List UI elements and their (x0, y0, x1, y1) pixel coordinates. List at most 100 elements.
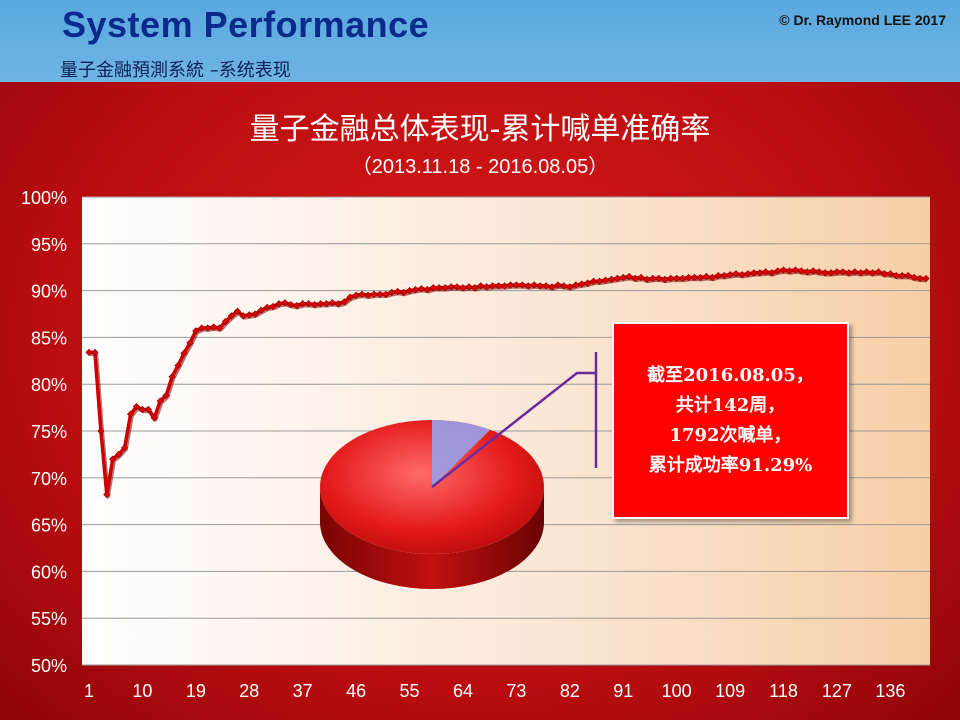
annotation-line-weeks: 共计142周， (675, 394, 786, 416)
y-tick-label: 60% (31, 562, 67, 582)
y-tick-label: 50% (31, 656, 67, 676)
x-tick-label: 55 (400, 681, 420, 701)
data-point (103, 491, 111, 499)
data-point (714, 271, 722, 280)
data-point (607, 275, 616, 283)
data-point (334, 300, 342, 308)
y-tick-label: 65% (31, 516, 67, 536)
data-point (423, 286, 431, 294)
data-point (239, 312, 247, 320)
data-point (863, 268, 871, 276)
data-point (435, 284, 443, 292)
data-point (732, 270, 740, 278)
annotation-line-calls: 1792次喊单， (669, 424, 792, 446)
data-point (619, 273, 627, 282)
annotation-line-date: 截至2016.08.05， (647, 364, 814, 386)
slide-title: System Performance (62, 4, 430, 45)
data-point (554, 281, 562, 289)
data-point (910, 273, 918, 282)
x-tick-label: 73 (506, 681, 526, 701)
data-point (370, 290, 378, 298)
x-tick-label: 1 (84, 681, 94, 701)
data-point (684, 273, 693, 282)
data-point (762, 268, 770, 276)
data-point (162, 391, 170, 400)
data-point (204, 324, 212, 332)
x-tick-label: 127 (822, 681, 852, 701)
y-tick-label: 75% (31, 422, 67, 442)
data-point (803, 268, 811, 276)
data-point (186, 339, 194, 347)
data-point (447, 283, 455, 291)
data-point (269, 302, 277, 311)
data-point (827, 269, 835, 277)
x-tick-label: 64 (453, 681, 473, 701)
data-point (868, 269, 877, 277)
data-point (477, 282, 485, 290)
x-tick-label: 28 (239, 681, 259, 701)
data-point (916, 274, 924, 283)
data-point (156, 397, 164, 405)
x-tick-label: 109 (715, 681, 745, 701)
success-rate-pie (320, 420, 544, 589)
data-point (643, 275, 651, 283)
data-point (726, 271, 734, 279)
data-point (857, 269, 865, 277)
data-point (465, 283, 473, 291)
data-point (483, 283, 491, 291)
data-point (358, 290, 366, 298)
data-point (174, 361, 182, 370)
data-point (221, 317, 230, 326)
data-point (631, 274, 639, 283)
y-tick-label: 70% (31, 469, 67, 489)
data-point (310, 301, 319, 309)
data-point (880, 270, 889, 278)
data-point (572, 281, 580, 289)
x-tick-label: 46 (346, 681, 366, 701)
data-point (91, 348, 99, 357)
data-point (744, 270, 752, 278)
data-point (293, 301, 301, 310)
data-point (922, 274, 930, 283)
data-point (785, 267, 794, 275)
data-point (578, 280, 586, 288)
data-point (738, 271, 746, 279)
y-tick-label: 55% (31, 609, 67, 629)
data-point (673, 274, 681, 283)
data-point (399, 288, 408, 297)
data-point (429, 284, 437, 292)
data-point (115, 450, 123, 459)
data-point (453, 283, 461, 291)
data-point (773, 267, 782, 275)
data-point (352, 291, 360, 299)
data-point (394, 287, 402, 296)
data-point (322, 300, 331, 308)
data-point (382, 290, 390, 298)
x-tick-label: 100 (662, 681, 692, 701)
data-point (768, 269, 776, 277)
data-point (245, 311, 253, 319)
data-point (530, 281, 538, 289)
data-point (275, 300, 283, 308)
data-point (85, 348, 93, 357)
data-point (138, 405, 147, 414)
y-tick-label: 80% (31, 375, 67, 395)
data-point (797, 267, 805, 275)
data-point (346, 293, 354, 301)
data-point (548, 283, 556, 291)
data-point (233, 307, 242, 315)
data-point (904, 271, 912, 280)
data-point (506, 281, 515, 289)
data-point (281, 299, 289, 307)
data-point (192, 327, 200, 335)
data-point (132, 403, 141, 411)
data-point (898, 271, 906, 280)
data-point (459, 284, 467, 292)
data-point (750, 269, 758, 277)
x-tick-label: 136 (875, 681, 905, 701)
data-point (364, 291, 372, 299)
chart-subtitle: （2013.11.18 - 2016.08.05） (351, 156, 609, 178)
data-point (779, 266, 788, 274)
data-point (518, 281, 526, 289)
data-point (655, 274, 663, 283)
